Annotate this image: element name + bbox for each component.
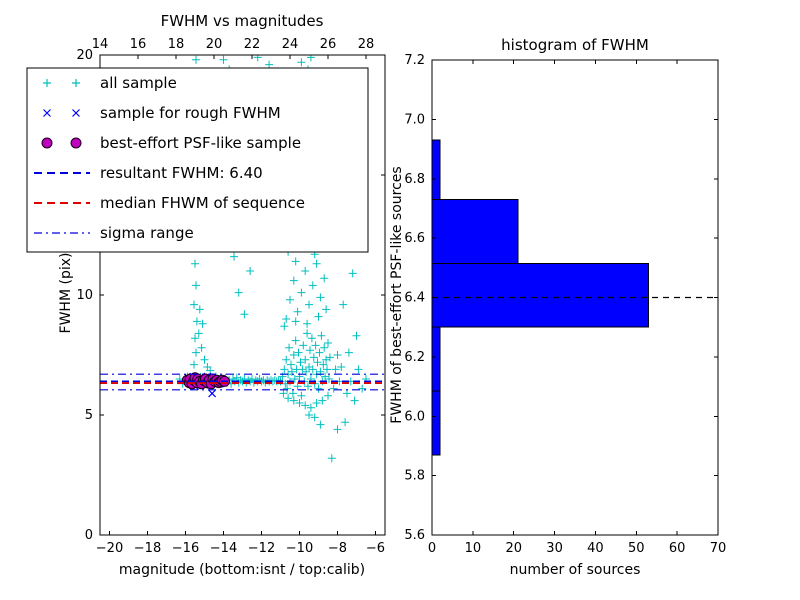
svg-text:6.4: 6.4 [404, 291, 425, 306]
histogram-ylabel: FWHM of best-effort PSF-like sources [389, 166, 405, 424]
svg-text:−10: −10 [286, 541, 313, 556]
svg-text:22: 22 [244, 37, 261, 52]
legend-label-3: resultant FWHM: 6.40 [100, 164, 263, 182]
histogram-bar [431, 262, 650, 328]
svg-text:24: 24 [282, 37, 299, 52]
legend: all sample sample for rough FWHM best-effo… [26, 67, 369, 253]
svg-text:−18: −18 [134, 541, 161, 556]
svg-text:10: 10 [76, 288, 93, 303]
histogram-axes-frame [431, 59, 719, 536]
svg-text:5: 5 [85, 408, 93, 423]
svg-text:7.2: 7.2 [404, 53, 425, 68]
scatter-xlabel: magnitude (bottom:isnt / top:calib) [118, 562, 366, 578]
svg-text:18: 18 [168, 37, 185, 52]
svg-text:6.0: 6.0 [404, 409, 425, 424]
svg-text:5.8: 5.8 [404, 469, 425, 484]
histogram-xlabel: number of sources [509, 562, 641, 578]
histogram-bar [431, 139, 441, 201]
svg-text:−14: −14 [210, 541, 237, 556]
svg-text:20: 20 [206, 37, 223, 52]
svg-text:−8: −8 [328, 541, 347, 556]
svg-text:7.0: 7.0 [404, 112, 425, 127]
svg-text:30: 30 [546, 541, 563, 556]
svg-text:0: 0 [85, 528, 93, 543]
svg-text:6.6: 6.6 [404, 231, 425, 246]
histogram-bars [431, 139, 650, 456]
svg-text:28: 28 [358, 37, 375, 52]
svg-text:−12: −12 [248, 541, 275, 556]
svg-text:20: 20 [76, 48, 93, 63]
scatter-plot-area [100, 55, 385, 463]
scatter-axes-frame [99, 54, 386, 536]
svg-text:−20: −20 [96, 541, 123, 556]
scatter-ylabel: FWHM (pix) [58, 252, 74, 334]
histogram-bar [431, 390, 441, 456]
svg-text:−6: −6 [366, 541, 385, 556]
legend-label-5: sigma range [100, 224, 194, 242]
svg-text:20: 20 [505, 541, 522, 556]
svg-text:−16: −16 [172, 541, 199, 556]
legend-label-0: all sample [100, 74, 177, 92]
svg-text:40: 40 [587, 541, 604, 556]
svg-text:14: 14 [92, 37, 109, 52]
svg-text:6.2: 6.2 [404, 350, 425, 365]
legend-label-4: median FHWM of sequence [100, 194, 305, 212]
svg-text:50: 50 [628, 541, 645, 556]
svg-text:60: 60 [669, 541, 686, 556]
svg-text:16: 16 [130, 37, 147, 52]
legend-box [26, 67, 369, 253]
svg-text:70: 70 [710, 541, 727, 556]
scatter-title: FWHM vs magnitudes [160, 12, 324, 30]
histogram-bar [431, 199, 519, 264]
histogram-title: histogram of FWHM [501, 36, 649, 54]
svg-text:26: 26 [320, 37, 337, 52]
histogram-bar [431, 326, 441, 392]
svg-text:6.8: 6.8 [404, 172, 425, 187]
legend-label-2: best-effort PSF-like sample [100, 134, 301, 152]
svg-text:0: 0 [428, 541, 436, 556]
legend-label-1: sample for rough FWHM [100, 104, 281, 122]
svg-text:5.6: 5.6 [404, 528, 425, 543]
svg-text:10: 10 [465, 541, 482, 556]
